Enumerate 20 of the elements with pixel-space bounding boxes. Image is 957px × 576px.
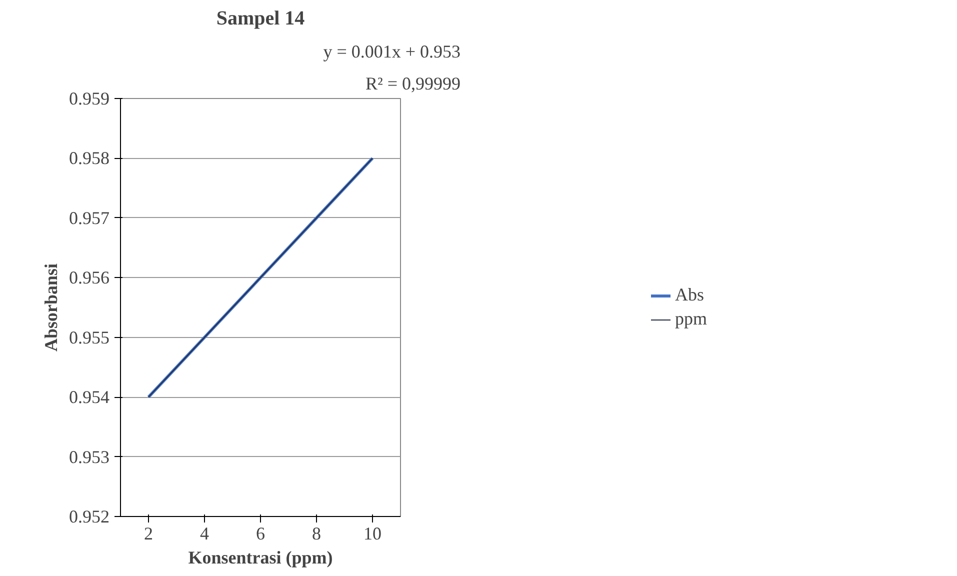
- y-tick-label: 0.953: [69, 446, 110, 467]
- y-axis-title: Absorbansi: [41, 263, 61, 352]
- x-axis-title: Konsentrasi (ppm): [188, 548, 333, 568]
- x-tick-label: 2: [144, 524, 153, 544]
- x-tick-label: 6: [256, 524, 265, 544]
- text: y = 0.001x + 0.953: [323, 42, 461, 62]
- legend-label: ppm: [674, 308, 708, 330]
- y-tick-label: 0.959: [69, 88, 110, 108]
- y-tick-label: 0.956: [69, 268, 110, 288]
- y-tick-label: 0.958: [69, 148, 110, 168]
- y-tick-label: 0.955: [69, 327, 110, 348]
- x-tick-label: 8: [312, 524, 321, 544]
- chart-title: Sampel 14: [216, 8, 305, 30]
- x-tick-label: 10: [364, 524, 382, 544]
- x-tick-label: 4: [200, 524, 209, 544]
- y-tick-label: 0.957: [69, 208, 110, 228]
- text: R² = 0,99999: [365, 74, 461, 94]
- legend-label: Abs: [674, 284, 704, 306]
- y-tick-label: 0.952: [69, 506, 110, 526]
- y-tick-label: 0.954: [69, 387, 110, 408]
